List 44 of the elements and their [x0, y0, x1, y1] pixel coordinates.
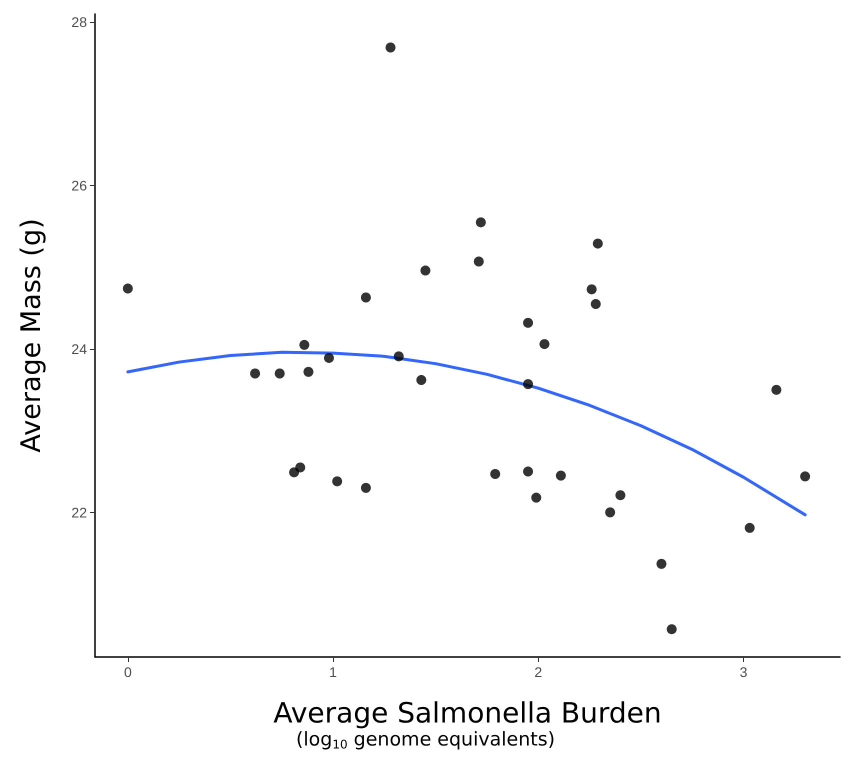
point — [605, 507, 616, 518]
point — [666, 624, 677, 634]
point — [394, 351, 404, 362]
point — [295, 462, 306, 472]
point — [590, 299, 601, 310]
point — [303, 366, 314, 377]
point — [539, 339, 550, 350]
point — [474, 256, 484, 267]
point — [556, 470, 566, 481]
x-axis-title: Average Salmonella Burden — [273, 696, 662, 730]
point — [656, 558, 666, 569]
point — [771, 384, 782, 395]
x-tick-label: 3 — [740, 664, 748, 680]
y-tick-label: 26 — [71, 178, 88, 194]
x-tick-label: 2 — [534, 664, 542, 680]
y-tick-label: 28 — [71, 14, 88, 30]
y-axis-title: Average Mass (g) — [16, 218, 47, 453]
point — [360, 292, 371, 303]
y-tick-label: 22 — [71, 504, 88, 520]
point — [386, 42, 396, 52]
x-tick-label: 1 — [329, 664, 338, 680]
point — [531, 492, 542, 503]
point — [250, 368, 260, 378]
point — [360, 482, 371, 493]
point — [332, 476, 342, 486]
point — [490, 468, 500, 479]
point — [592, 238, 603, 249]
point — [274, 368, 285, 378]
y-tick-label: 24 — [71, 340, 88, 357]
point — [800, 471, 810, 482]
point — [416, 375, 426, 386]
x-tick-label: 0 — [124, 664, 132, 680]
point — [586, 284, 597, 294]
point — [523, 379, 534, 390]
point — [615, 490, 626, 500]
line-series — [126, 350, 807, 516]
point — [324, 352, 334, 363]
point — [523, 318, 534, 328]
point — [476, 217, 486, 228]
point — [523, 466, 534, 477]
point — [122, 284, 133, 294]
point — [744, 522, 755, 533]
point — [420, 266, 430, 276]
point — [299, 340, 310, 350]
